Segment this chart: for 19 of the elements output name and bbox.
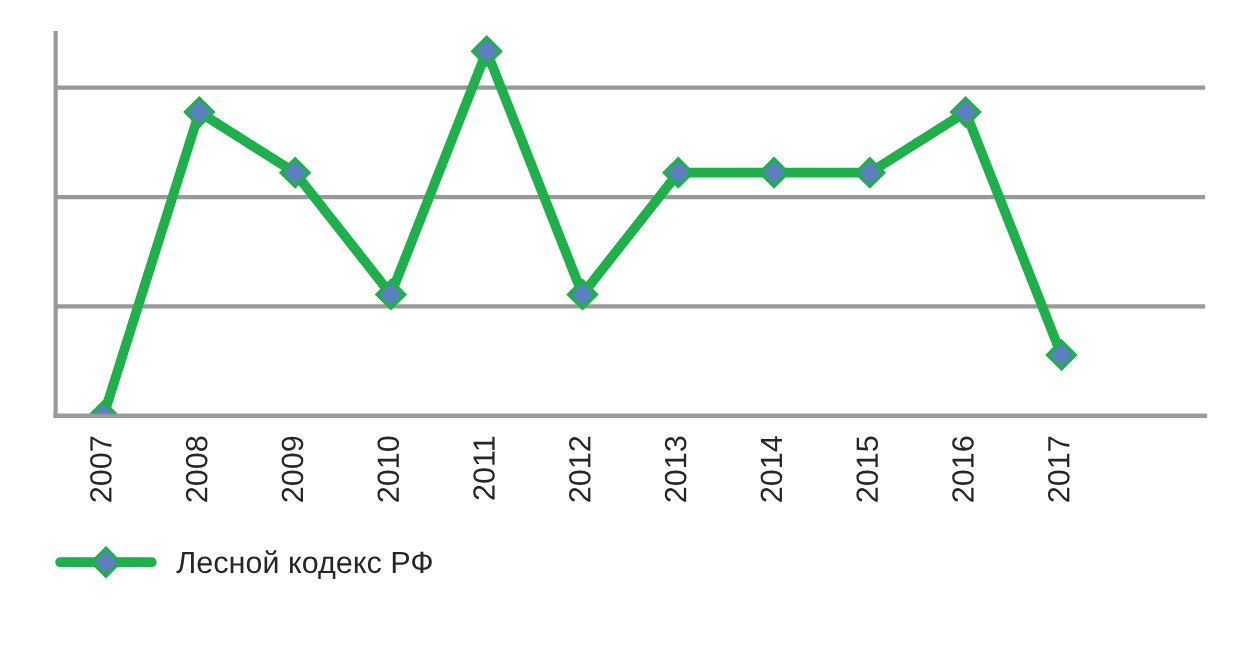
point <box>279 157 311 189</box>
point <box>375 278 407 310</box>
x-tick-label: 2009 <box>281 436 304 502</box>
x-tick-label: 2016 <box>952 436 974 502</box>
x-tick-label: 2007 <box>90 436 112 502</box>
x-tick-label: 2015 <box>856 436 879 502</box>
x-tick-label: 2012 <box>569 436 591 502</box>
x-tick-label: 2010 <box>377 436 400 502</box>
x-tick-label: 2013 <box>664 436 687 502</box>
point <box>183 96 215 128</box>
legend-label: Лесной кодекс РФ <box>176 550 432 579</box>
x-tick-label: 2017 <box>1047 436 1070 502</box>
point <box>1045 339 1077 371</box>
point <box>566 278 598 310</box>
x-tick-label: 2014 <box>760 436 783 502</box>
point <box>471 35 503 67</box>
point <box>950 96 982 128</box>
x-tick-label: 2008 <box>185 436 208 502</box>
x-tick-label: 2011 <box>473 436 495 500</box>
